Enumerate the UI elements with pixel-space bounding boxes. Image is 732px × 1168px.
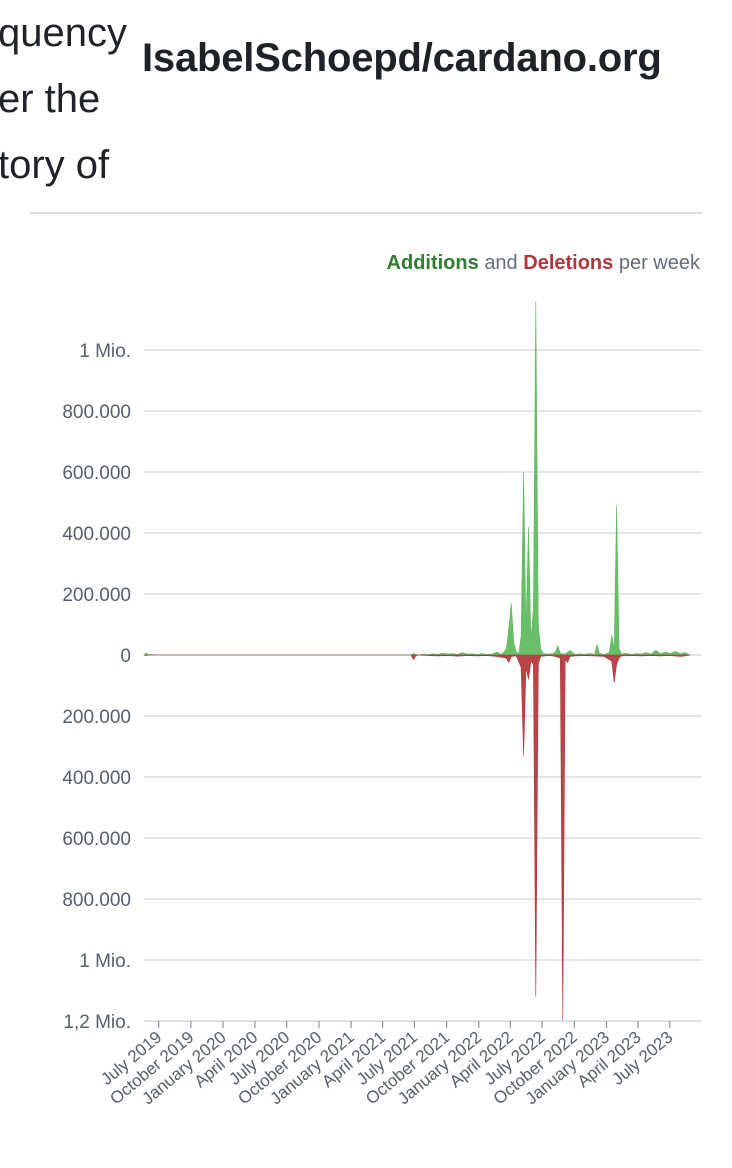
legend-suffix: per week — [618, 252, 700, 274]
additions-area — [143, 301, 691, 656]
y-tick-label: 1 Mio. — [79, 951, 131, 972]
chart-legend: Additions and Deletions per week — [387, 252, 700, 275]
divider — [30, 212, 702, 214]
legend-and: and — [484, 252, 518, 274]
deletions-area — [143, 654, 691, 1022]
y-tick-label: 600.000 — [62, 463, 131, 484]
page-title-line: er the — [0, 77, 101, 121]
y-tick-label: 0 — [120, 646, 131, 667]
y-tick-label: 1 Mio. — [79, 341, 131, 362]
legend-deletions: Deletions — [523, 252, 614, 274]
y-tick-label: 200.000 — [62, 707, 131, 728]
code-frequency-chart: 1 Mio. 800.000 600.000 400.000 200.000 0 200.0… — [62, 301, 702, 1108]
page-title-partial: quency er the tory of — [0, 0, 127, 198]
y-tick-label: 200.000 — [62, 585, 131, 606]
legend-additions: Additions — [386, 252, 479, 274]
y-tick-label: 400.000 — [62, 768, 131, 789]
repo-name[interactable]: IsabelSchoepd/cardano.org — [142, 36, 662, 80]
y-tick-label: 800.000 — [62, 890, 131, 911]
y-tick-label: 600.000 — [62, 829, 131, 850]
page-title-line: quency — [0, 11, 127, 55]
y-tick-label: 800.000 — [62, 402, 131, 423]
page-title-line: tory of — [0, 143, 110, 187]
y-tick-label: 1,2 Mio. — [63, 1012, 131, 1033]
y-tick-label: 400.000 — [62, 524, 131, 545]
